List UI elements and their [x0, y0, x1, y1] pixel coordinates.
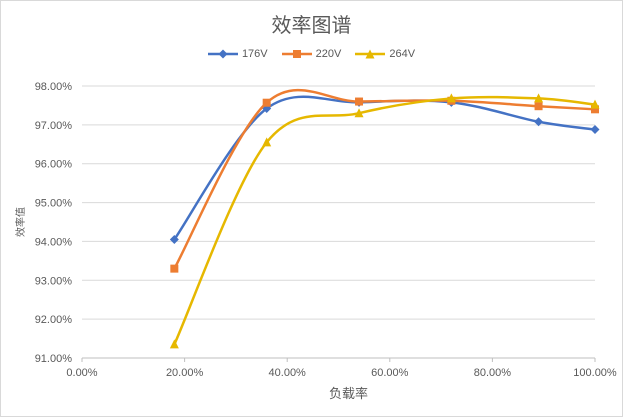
data-point-2 — [534, 102, 543, 111]
y-tick-label: 96.00% — [35, 159, 73, 171]
legend-item-2: 220V — [281, 48, 342, 60]
data-point-3 — [590, 99, 600, 109]
data-point-1 — [590, 125, 600, 135]
chart-title: 效率图谱 — [271, 13, 352, 37]
y-tick-label: 95.00% — [35, 198, 73, 210]
data-point-2 — [591, 105, 599, 114]
legend-label-1: 176V — [241, 48, 268, 60]
data-point-2 — [170, 264, 179, 273]
data-point-2 — [262, 98, 271, 107]
x-tick-label: 0.00% — [66, 367, 97, 379]
legend-marker-3 — [355, 49, 386, 59]
x-tick-label: 80.00% — [474, 367, 512, 379]
y-tick-label: 98.00% — [35, 81, 73, 93]
data-point-3 — [354, 108, 364, 118]
series-line-1 — [173, 95, 596, 241]
data-point-3 — [169, 339, 179, 349]
data-point-3 — [534, 93, 544, 103]
x-tick-label: 20.00% — [166, 367, 204, 379]
y-tick-label: 94.00% — [35, 236, 73, 248]
data-point-1 — [169, 234, 179, 244]
x-tick-label: 60.00% — [371, 367, 409, 379]
legend: 176V 220V 264V — [0, 48, 623, 60]
legend-label-2: 220V — [315, 48, 342, 60]
data-point-3 — [446, 93, 456, 103]
y-tick-label: 92.00% — [35, 314, 73, 326]
y-tick-label: 97.00% — [35, 120, 73, 132]
series-line-3 — [173, 95, 596, 345]
y-axis-title: 效率值 — [14, 207, 27, 237]
data-point-3 — [262, 137, 272, 147]
data-point-2 — [355, 97, 364, 106]
y-tick-label: 93.00% — [35, 275, 73, 287]
x-tick-label: 40.00% — [269, 367, 307, 379]
x-tick-label: 100.00% — [573, 367, 617, 379]
legend-item-3: 264V — [355, 48, 415, 60]
y-tick-label: 91.00% — [35, 353, 73, 365]
legend-marker-2 — [281, 50, 312, 58]
legend-marker-1 — [207, 49, 238, 59]
data-point-1 — [534, 117, 544, 127]
legend-label-3: 264V — [389, 48, 416, 60]
legend-item-1: 176V — [207, 48, 268, 60]
x-axis-title: 负载率 — [329, 386, 368, 402]
